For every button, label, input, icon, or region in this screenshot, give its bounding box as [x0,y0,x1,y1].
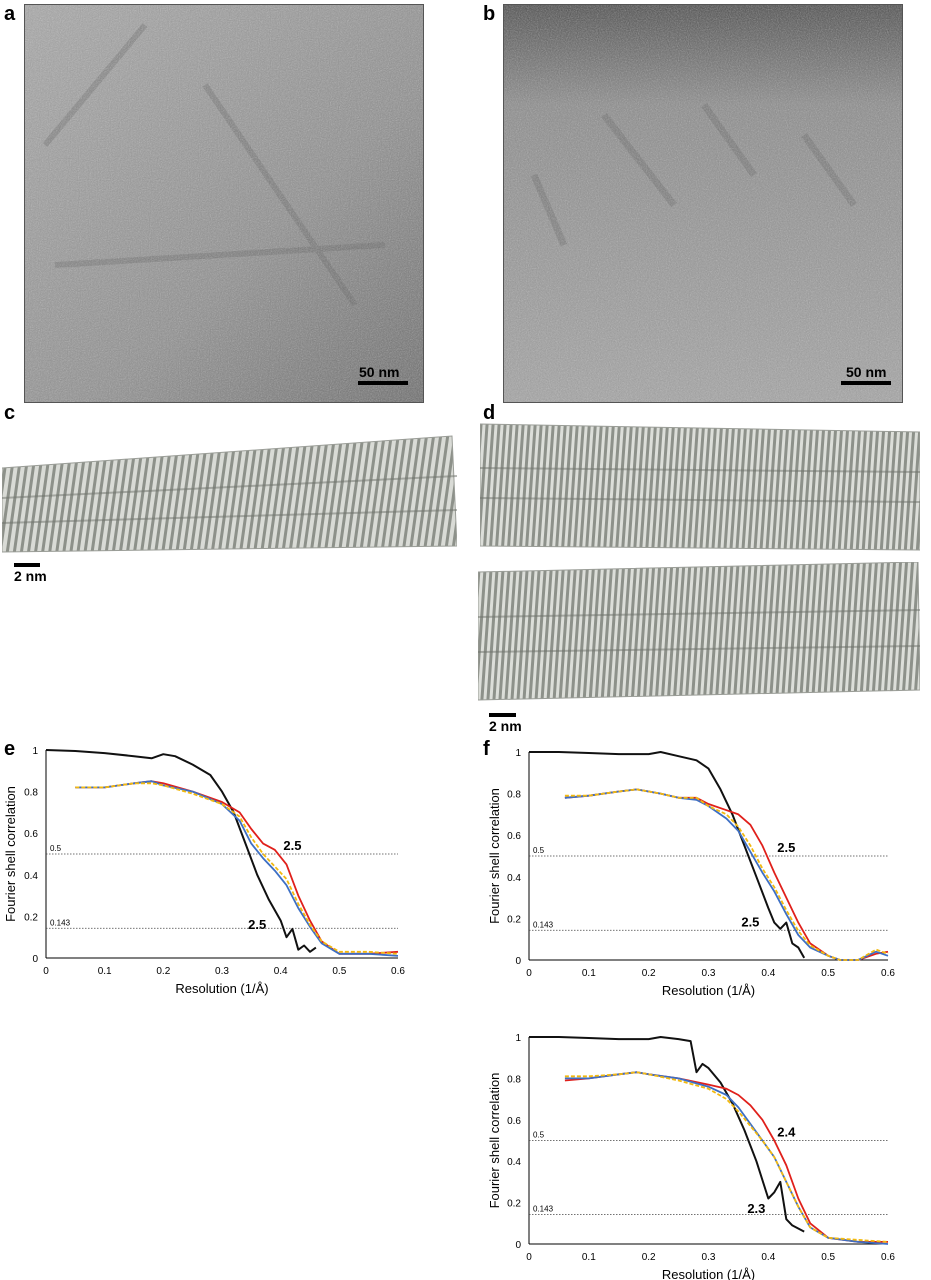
x-tick-label: 0.6 [881,968,895,979]
y-tick-label: 0.8 [507,1074,521,1085]
fsc-curve [564,1071,888,1243]
x-tick-label: 0.4 [274,966,288,977]
scalebar-c [14,563,40,567]
density-map-d-top [479,418,921,556]
x-axis-label: Resolution (1/Å) [662,983,755,998]
fsc-curve [75,780,399,957]
y-tick-label: 0.6 [507,1116,521,1127]
resolution-annotation: 2.5 [777,840,795,855]
y-tick-label: 0.4 [507,873,521,884]
y-tick-label: 1 [515,1033,521,1044]
resolution-annotation: 2.5 [283,838,301,853]
y-tick-label: 0.6 [24,829,38,840]
x-tick-label: 0.3 [702,1252,716,1263]
y-tick-label: 0 [515,956,521,967]
threshold-label: 0.5 [533,846,545,855]
x-axis-label: Resolution (1/Å) [662,1267,755,1280]
x-tick-label: 0.5 [332,966,346,977]
x-tick-label: 0.2 [156,966,170,977]
panel-label-c: c [4,402,16,424]
x-tick-label: 0.1 [98,966,112,977]
threshold-label: 0.143 [533,1204,554,1213]
x-tick-label: 0 [526,968,532,979]
y-tick-label: 0 [32,954,38,965]
panel-label-d: d [483,402,496,424]
x-tick-label: 0.1 [582,968,596,979]
y-tick-label: 0.8 [507,790,521,801]
scalebar-label-a: 50 nm [359,364,400,380]
fsc-curve [529,751,806,959]
x-tick-label: 0.4 [761,1252,775,1263]
density-map-c-image [1,435,458,553]
y-tick-label: 0.8 [24,788,38,799]
scalebar-label-d: 2 nm [489,718,522,734]
resolution-annotation: 2.5 [248,917,266,932]
y-tick-label: 0.2 [24,912,38,923]
density-map-d-top-image [479,423,921,551]
y-tick-label: 0.6 [507,831,521,842]
threshold-label: 0.143 [533,920,554,929]
fsc-curve [564,1071,889,1243]
y-tick-label: 1 [515,748,521,759]
density-map-d-bottom-image [477,561,921,701]
x-tick-label: 0 [43,966,49,977]
x-tick-label: 0.5 [821,968,835,979]
micrograph-a-image [25,5,423,402]
fsc-chart-e: 0 0.1 0.2 0.3 0.4 0.5 0.6 0 0.2 0.4 0.6 0.8 1 Resolut… [3,746,405,996]
scalebar-a [358,381,408,385]
fsc-curve [564,788,889,961]
x-tick-label: 0.2 [642,1252,656,1263]
density-map-d-bottom [477,561,921,702]
y-tick-label: 0.4 [507,1157,521,1168]
x-tick-label: 0.1 [582,1252,596,1263]
x-tick-label: 0.2 [642,968,656,979]
y-tick-label: 1 [32,746,38,757]
density-map-c [1,428,458,556]
y-tick-label: 0 [515,1240,521,1251]
fsc-curve [75,782,399,955]
x-tick-label: 0.4 [761,968,775,979]
x-tick-label: 0.6 [881,1252,895,1263]
y-axis-label: Fourier shell correlation [487,1073,502,1209]
fsc-curve [529,1036,805,1233]
micrograph-b-image [504,5,902,402]
fsc-curve [564,788,889,961]
x-tick-label: 0.3 [702,968,716,979]
panel-label-e: e [4,738,16,760]
fsc-chart-f-bottom: 0 0.1 0.2 0.3 0.4 0.5 0.6 0 0.2 0.4 0.6 0.8 1 Resolut… [487,1033,895,1280]
threshold-label: 0.5 [533,1131,545,1140]
fsc-curve [564,1071,889,1245]
threshold-label: 0.5 [50,844,62,853]
panel-label-f: f [483,738,490,760]
resolution-annotation: 2.5 [741,915,759,930]
y-tick-label: 0.2 [507,914,521,925]
micrograph-b [503,4,903,403]
y-tick-label: 0.4 [24,871,38,882]
scalebar-b [841,381,891,385]
y-axis-label: Fourier shell correlation [487,788,502,924]
scalebar-label-b: 50 nm [846,364,887,380]
panel-label-a: a [4,3,16,25]
x-tick-label: 0.6 [391,966,405,977]
scalebar-label-c: 2 nm [14,568,47,584]
fsc-chart-f-top: 0 0.1 0.2 0.3 0.4 0.5 0.6 0 0.2 0.4 0.6 0.8 1 Resolut… [487,748,895,998]
fsc-curve [564,788,889,961]
y-tick-label: 0.2 [507,1199,521,1210]
threshold-label: 0.143 [50,918,71,927]
scalebar-d [489,713,516,717]
x-tick-label: 0.3 [215,966,229,977]
micrograph-a [24,4,424,403]
y-axis-label: Fourier shell correlation [3,786,18,922]
x-tick-label: 0 [526,1252,532,1263]
x-axis-label: Resolution (1/Å) [175,981,268,996]
panel-label-b: b [483,3,496,25]
resolution-annotation: 2.4 [777,1124,796,1139]
resolution-annotation: 2.3 [747,1201,765,1216]
x-tick-label: 0.5 [821,1252,835,1263]
